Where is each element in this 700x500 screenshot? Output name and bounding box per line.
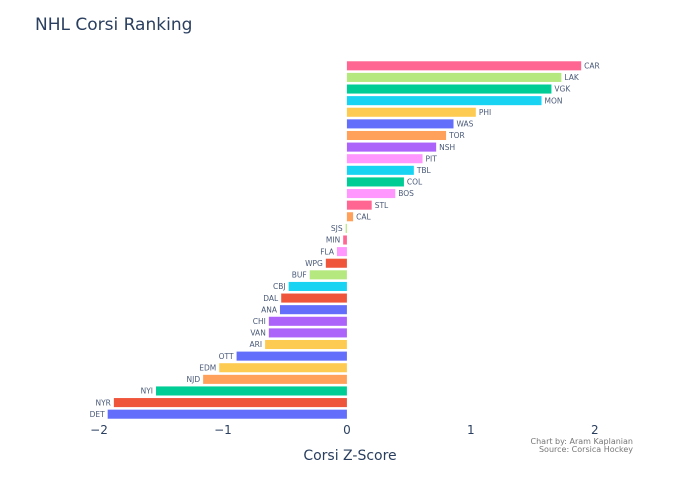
bar-label-mon: MON bbox=[545, 96, 563, 105]
bar-label-vgk: VGK bbox=[554, 85, 571, 94]
bar-ari bbox=[265, 339, 347, 350]
bar-label-van: VAN bbox=[250, 329, 265, 338]
x-axis-label: Corsi Z-Score bbox=[303, 448, 396, 464]
bar-phi bbox=[346, 107, 476, 117]
bar-dal bbox=[281, 293, 347, 303]
bar-label-dal: DAL bbox=[263, 294, 279, 303]
bar-car bbox=[346, 61, 582, 71]
x-axis-ticks: −2 −1 0 1 2 bbox=[90, 423, 598, 437]
x-tick-label: −2 bbox=[90, 423, 108, 437]
bar-cbj bbox=[288, 281, 347, 291]
bar-label-ott: OTT bbox=[219, 352, 234, 361]
bar-label-njd: NJD bbox=[187, 375, 201, 384]
bar-min bbox=[343, 235, 347, 245]
bar-label-car: CAR bbox=[584, 62, 600, 71]
bar-label-wpg: WPG bbox=[305, 259, 323, 268]
credit-source: Source: Corsica Hockey bbox=[539, 445, 633, 454]
bar-vgk bbox=[346, 84, 552, 94]
bar-label-chi: CHI bbox=[253, 317, 266, 326]
bar-ana bbox=[279, 305, 347, 315]
bar-wpg bbox=[325, 258, 347, 268]
bar-label-sjs: SJS bbox=[331, 224, 343, 233]
bar-col bbox=[346, 177, 404, 187]
bar-label-col: COL bbox=[407, 178, 423, 187]
bar-buf bbox=[309, 270, 347, 280]
bar-label-phi: PHI bbox=[479, 108, 491, 117]
bar-nyr bbox=[113, 398, 347, 408]
bar-label-lak: LAK bbox=[564, 73, 579, 82]
bar-van bbox=[268, 328, 347, 338]
bar-sjs bbox=[345, 223, 347, 233]
bar-chi bbox=[268, 316, 347, 326]
bar-bos bbox=[346, 189, 396, 199]
x-tick-label: −1 bbox=[214, 423, 232, 437]
bar-label-cal: CAL bbox=[356, 212, 371, 221]
bar-label-nyi: NYI bbox=[141, 387, 153, 396]
bar-njd bbox=[203, 374, 347, 384]
credit-author: Chart by: Aram Kaplanian bbox=[531, 437, 633, 446]
bar-label-ari: ARI bbox=[250, 340, 263, 349]
bar-label-stl: STL bbox=[375, 201, 389, 210]
bar-label-ana: ANA bbox=[261, 305, 278, 314]
bar-label-nsh: NSH bbox=[439, 143, 455, 152]
bar-det bbox=[107, 409, 347, 419]
bar-label-buf: BUF bbox=[292, 271, 307, 280]
bar-tbl bbox=[346, 165, 414, 175]
bar-cal bbox=[346, 212, 354, 222]
x-tick-label: 2 bbox=[591, 423, 599, 437]
bar-label-was: WAS bbox=[457, 120, 474, 129]
chart-title: NHL Corsi Ranking bbox=[35, 15, 192, 35]
bar-stl bbox=[346, 200, 372, 210]
bar-tor bbox=[346, 130, 447, 141]
bar-nyi bbox=[156, 386, 347, 396]
bar-pit bbox=[346, 154, 423, 164]
bar-mon bbox=[346, 96, 542, 106]
bar-label-tbl: TBL bbox=[416, 166, 432, 175]
bar-label-pit: PIT bbox=[426, 154, 438, 163]
bar-label-min: MIN bbox=[326, 236, 340, 245]
bar-label-bos: BOS bbox=[398, 189, 414, 198]
bar-was bbox=[346, 119, 454, 129]
bar-label-cbj: CBJ bbox=[273, 282, 286, 291]
bar-label-nyr: NYR bbox=[95, 398, 110, 407]
bar-ott bbox=[236, 351, 347, 361]
bar-edm bbox=[219, 363, 347, 373]
bar-nsh bbox=[346, 142, 437, 152]
x-tick-label: 0 bbox=[343, 423, 351, 437]
bar-fla bbox=[336, 247, 347, 257]
x-tick-label: 1 bbox=[467, 423, 475, 437]
bar-label-det: DET bbox=[90, 410, 106, 419]
bar-label-fla: FLA bbox=[320, 247, 335, 256]
bar-label-edm: EDM bbox=[199, 363, 216, 372]
bar-lak bbox=[346, 72, 562, 82]
bar-label-tor: TOR bbox=[448, 131, 465, 140]
bars-group bbox=[107, 61, 582, 419]
